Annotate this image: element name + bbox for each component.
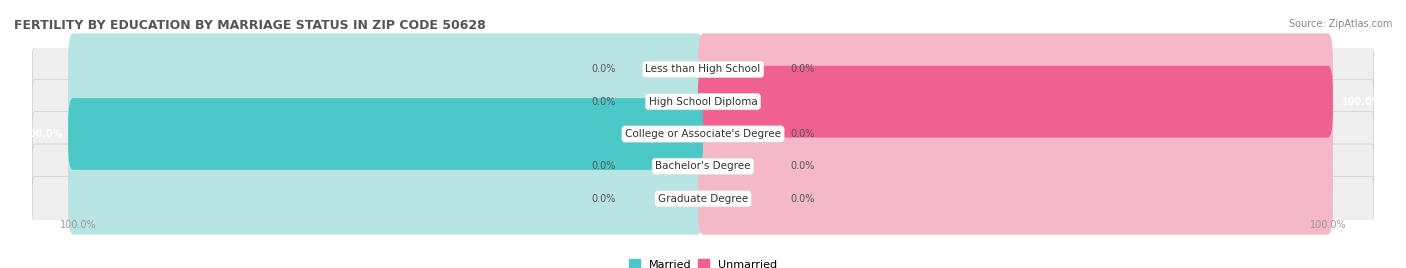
FancyBboxPatch shape [32, 144, 1374, 189]
FancyBboxPatch shape [697, 33, 1333, 105]
FancyBboxPatch shape [32, 79, 1374, 124]
FancyBboxPatch shape [67, 98, 703, 170]
FancyBboxPatch shape [67, 33, 703, 105]
Text: 100.0%: 100.0% [24, 129, 63, 139]
Text: 0.0%: 0.0% [591, 64, 616, 74]
Text: 0.0%: 0.0% [591, 97, 616, 107]
FancyBboxPatch shape [697, 98, 1333, 170]
Text: High School Diploma: High School Diploma [648, 97, 758, 107]
FancyBboxPatch shape [32, 112, 1374, 156]
FancyBboxPatch shape [67, 98, 703, 170]
FancyBboxPatch shape [697, 66, 1333, 137]
Text: 0.0%: 0.0% [790, 194, 815, 204]
FancyBboxPatch shape [697, 131, 1333, 202]
FancyBboxPatch shape [67, 163, 703, 235]
Text: 0.0%: 0.0% [790, 161, 815, 171]
FancyBboxPatch shape [32, 176, 1374, 221]
Text: Less than High School: Less than High School [645, 64, 761, 74]
FancyBboxPatch shape [32, 47, 1374, 92]
Text: FERTILITY BY EDUCATION BY MARRIAGE STATUS IN ZIP CODE 50628: FERTILITY BY EDUCATION BY MARRIAGE STATU… [14, 19, 486, 32]
Text: 0.0%: 0.0% [790, 64, 815, 74]
Text: 100.0%: 100.0% [60, 220, 97, 230]
Text: Bachelor's Degree: Bachelor's Degree [655, 161, 751, 171]
Text: 0.0%: 0.0% [591, 194, 616, 204]
Text: 0.0%: 0.0% [591, 161, 616, 171]
Text: College or Associate's Degree: College or Associate's Degree [626, 129, 780, 139]
FancyBboxPatch shape [67, 131, 703, 202]
FancyBboxPatch shape [697, 163, 1333, 235]
Legend: Married, Unmarried: Married, Unmarried [624, 255, 782, 268]
Text: Graduate Degree: Graduate Degree [658, 194, 748, 204]
FancyBboxPatch shape [697, 66, 1333, 137]
FancyBboxPatch shape [67, 66, 703, 137]
Text: 100.0%: 100.0% [1309, 220, 1346, 230]
Text: 100.0%: 100.0% [1343, 97, 1382, 107]
Text: 0.0%: 0.0% [790, 129, 815, 139]
Text: Source: ZipAtlas.com: Source: ZipAtlas.com [1288, 19, 1392, 29]
